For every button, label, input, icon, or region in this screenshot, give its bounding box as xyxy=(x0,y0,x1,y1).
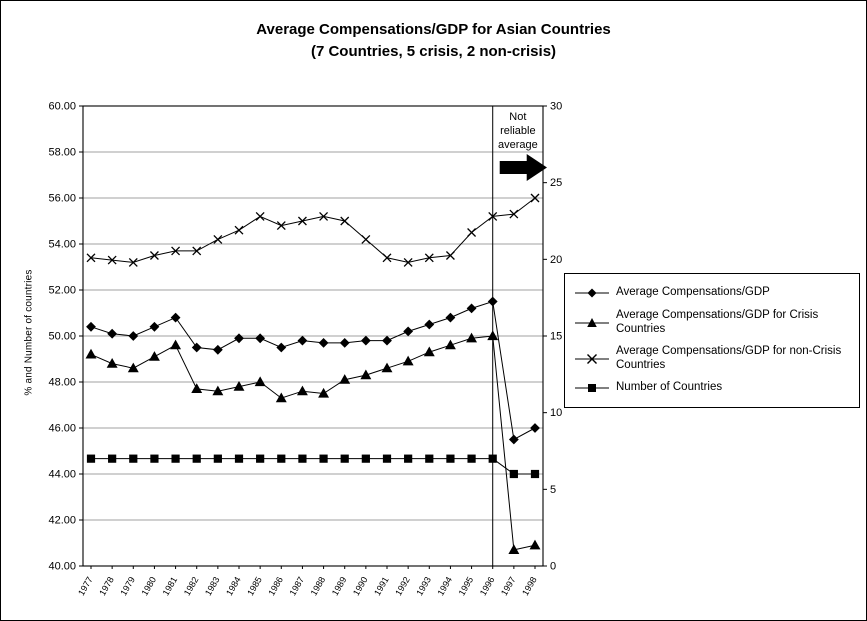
chart-title: Average Compensations/GDP for Asian Coun… xyxy=(256,21,611,38)
legend-marker-square-icon xyxy=(575,384,609,392)
svg-text:1993: 1993 xyxy=(414,575,433,597)
legend-item-crisis: Average Compensations/GDP for Crisis Cou… xyxy=(575,309,849,336)
svg-text:1983: 1983 xyxy=(203,575,222,597)
svg-text:56.00: 56.00 xyxy=(48,193,76,205)
annotation-text: reliable xyxy=(500,125,535,137)
svg-text:1977: 1977 xyxy=(76,575,95,597)
legend-label: Average Compensations/GDP xyxy=(616,286,770,299)
svg-text:1994: 1994 xyxy=(435,575,454,597)
svg-text:1988: 1988 xyxy=(309,575,328,597)
svg-text:1995: 1995 xyxy=(457,575,476,597)
arrow-right-icon xyxy=(499,154,547,181)
legend: Average Compensations/GDP Average Compen… xyxy=(564,273,860,408)
svg-text:1981: 1981 xyxy=(161,575,180,597)
svg-text:5: 5 xyxy=(550,484,556,496)
svg-text:46.00: 46.00 xyxy=(48,423,76,435)
svg-text:48.00: 48.00 xyxy=(48,377,76,389)
series-diamond xyxy=(86,296,540,445)
svg-text:1991: 1991 xyxy=(372,575,391,597)
svg-text:15: 15 xyxy=(550,331,562,343)
svg-text:60.00: 60.00 xyxy=(48,101,76,113)
legend-marker-triangle-icon xyxy=(575,317,609,327)
legend-item-average: Average Compensations/GDP xyxy=(575,286,849,300)
annotation-text: average xyxy=(498,139,538,151)
svg-text:1985: 1985 xyxy=(245,575,264,597)
legend-label: Number of Countries xyxy=(616,381,723,394)
svg-text:1980: 1980 xyxy=(139,575,158,597)
svg-text:1998: 1998 xyxy=(520,575,539,597)
x-axis-labels: 1977 1978 1979 1980 1981 1982 1983 1984 1985 1986… xyxy=(76,566,539,597)
legend-label: Average Compensations/GDP for non-Crisis… xyxy=(616,345,842,371)
legend-item-countries: Number of Countries xyxy=(575,381,849,395)
svg-text:10: 10 xyxy=(550,407,562,419)
svg-text:40.00: 40.00 xyxy=(48,561,76,573)
svg-text:30: 30 xyxy=(550,101,562,113)
legend-marker-x-icon xyxy=(575,353,609,364)
y-axis-labels-right: 0 5 10 15 20 25 30 xyxy=(543,101,562,573)
series-x xyxy=(86,193,540,267)
svg-text:42.00: 42.00 xyxy=(48,515,76,527)
y-axis-labels-left: 40.00 42.00 44.00 46.00 48.00 50.00 52.00 54.00… xyxy=(48,101,83,573)
svg-text:50.00: 50.00 xyxy=(48,331,76,343)
svg-text:54.00: 54.00 xyxy=(48,239,76,251)
svg-text:1992: 1992 xyxy=(393,575,412,597)
series-square xyxy=(86,454,540,479)
svg-text:1986: 1986 xyxy=(266,575,285,597)
svg-text:20: 20 xyxy=(550,254,562,266)
svg-text:1978: 1978 xyxy=(97,575,116,597)
gridlines xyxy=(83,105,543,567)
svg-text:1979: 1979 xyxy=(118,575,137,597)
svg-text:1996: 1996 xyxy=(478,575,497,597)
chart-subtitle: (7 Countries, 5 crisis, 2 non-crisis) xyxy=(310,43,557,60)
svg-text:1987: 1987 xyxy=(287,575,306,597)
svg-text:44.00: 44.00 xyxy=(48,469,76,481)
svg-text:1984: 1984 xyxy=(224,575,243,597)
chart-canvas: 40.00 42.00 44.00 46.00 48.00 50.00 52.00 54.00… xyxy=(48,101,562,598)
svg-text:1982: 1982 xyxy=(182,575,201,597)
legend-marker-diamond-icon xyxy=(575,288,609,298)
svg-text:25: 25 xyxy=(550,177,562,189)
svg-text:52.00: 52.00 xyxy=(48,285,76,297)
svg-text:1997: 1997 xyxy=(499,575,518,597)
legend-label: Average Compensations/GDP for Crisis Cou… xyxy=(616,309,819,335)
svg-text:1990: 1990 xyxy=(351,575,370,597)
svg-text:0: 0 xyxy=(550,561,556,573)
legend-item-noncrisis: Average Compensations/GDP for non-Crisis… xyxy=(575,345,849,372)
series-triangle xyxy=(85,330,541,554)
svg-text:58.00: 58.00 xyxy=(48,147,76,159)
annotation-text: Not xyxy=(509,111,526,123)
svg-text:1989: 1989 xyxy=(330,575,349,597)
